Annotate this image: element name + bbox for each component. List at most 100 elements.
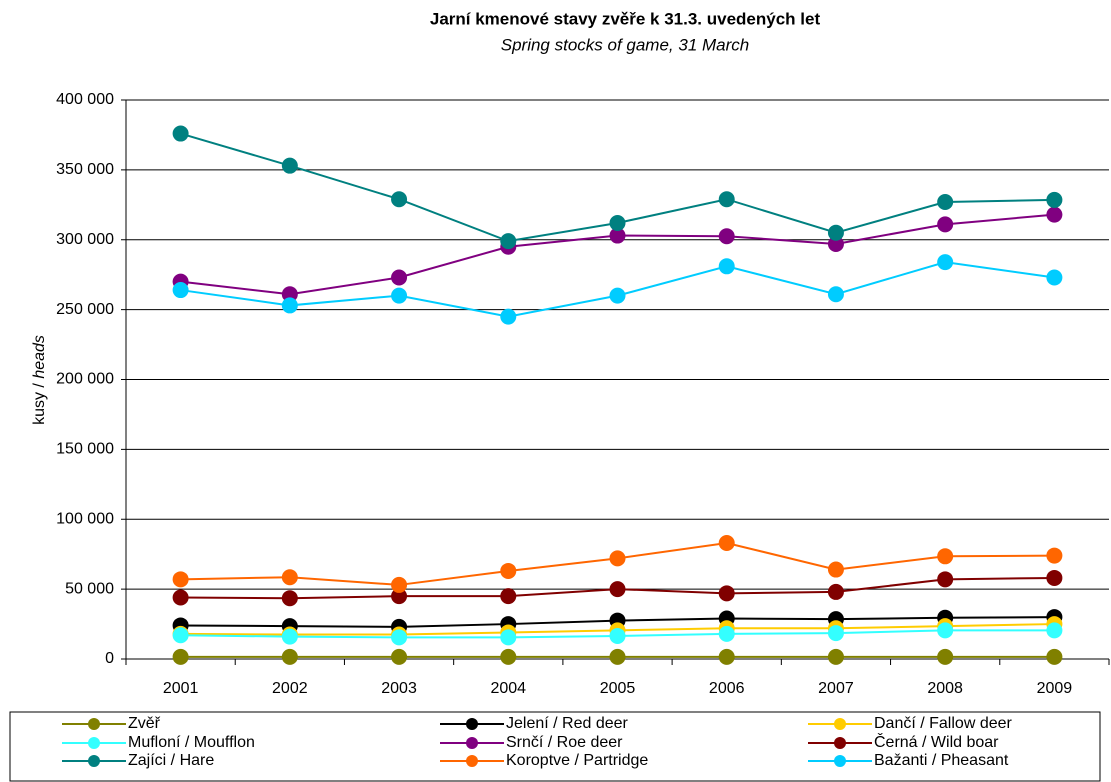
data-point — [827, 235, 844, 252]
data-point — [391, 648, 408, 665]
data-point — [827, 561, 844, 578]
data-point — [172, 282, 189, 299]
data-point — [609, 287, 626, 304]
data-point — [718, 258, 735, 275]
data-point — [172, 648, 189, 665]
x-tick-label: 2003 — [381, 680, 417, 697]
legend-label: Dančí / Fallow deer — [874, 715, 1013, 732]
data-point — [609, 227, 626, 244]
y-tick-label: 200 000 — [56, 371, 114, 388]
data-point — [1046, 269, 1063, 286]
data-point — [391, 576, 408, 593]
data-point — [937, 622, 954, 639]
x-tick-label: 2007 — [818, 680, 854, 697]
data-point — [609, 214, 626, 231]
data-point — [500, 629, 517, 646]
legend-label: Zvěř — [128, 715, 161, 732]
data-point — [827, 286, 844, 303]
y-axis-label-part: kusy / — [31, 383, 48, 425]
legend-label: Jelení / Red deer — [506, 715, 629, 732]
x-tick-label: 2006 — [709, 680, 745, 697]
data-point — [718, 625, 735, 642]
y-tick-label: 400 000 — [56, 91, 114, 108]
y-axis-label: kusy / heads — [31, 335, 48, 425]
y-tick-label: 350 000 — [56, 161, 114, 178]
data-point — [827, 648, 844, 665]
data-point — [1046, 206, 1063, 223]
data-point — [500, 233, 517, 250]
data-point — [718, 535, 735, 552]
y-tick-label: 150 000 — [56, 441, 114, 458]
data-point — [391, 269, 408, 286]
legend-marker — [466, 755, 478, 767]
data-point — [609, 581, 626, 598]
chart-title: Jarní kmenové stavy zvěře k 31.3. uveden… — [430, 9, 821, 28]
data-point — [718, 191, 735, 208]
legend-marker — [834, 755, 846, 767]
y-tick-label: 250 000 — [56, 301, 114, 318]
data-point — [500, 648, 517, 665]
legend-marker — [88, 718, 100, 730]
x-tick-label: 2008 — [927, 680, 963, 697]
data-point — [391, 629, 408, 646]
data-point — [937, 194, 954, 211]
legend-label: Bažanti / Pheasant — [874, 752, 1009, 769]
data-point — [500, 308, 517, 325]
legend-label: Mufloní / Moufflon — [128, 734, 255, 751]
data-point — [937, 648, 954, 665]
data-point — [937, 254, 954, 271]
data-point — [172, 589, 189, 606]
legend-marker — [88, 737, 100, 749]
x-tick-label: 2002 — [272, 680, 308, 697]
chart-subtitle: Spring stocks of game, 31 March — [501, 35, 750, 54]
legend-label: Srnčí / Roe deer — [506, 734, 623, 751]
legend-label: Koroptve / Partridge — [506, 752, 648, 769]
data-point — [718, 585, 735, 602]
data-point — [1046, 622, 1063, 639]
legend-marker — [466, 718, 478, 730]
data-point — [281, 297, 298, 314]
data-point — [172, 627, 189, 644]
data-point — [281, 628, 298, 645]
legend-marker — [834, 737, 846, 749]
y-axis-label-part: heads — [31, 335, 48, 379]
legend-label: Černá / Wild boar — [874, 732, 999, 751]
x-tick-label: 2001 — [163, 680, 199, 697]
data-point — [172, 571, 189, 588]
data-point — [281, 157, 298, 174]
data-point — [937, 548, 954, 565]
y-tick-label: 50 000 — [65, 580, 114, 597]
x-tick-label: 2005 — [600, 680, 636, 697]
data-point — [281, 569, 298, 586]
data-point — [827, 583, 844, 600]
y-tick-label: 300 000 — [56, 231, 114, 248]
data-point — [718, 648, 735, 665]
x-tick-label: 2009 — [1037, 680, 1073, 697]
legend-box — [9, 711, 1101, 782]
data-point — [281, 590, 298, 607]
data-point — [609, 550, 626, 567]
y-tick-label: 100 000 — [56, 510, 114, 527]
data-point — [937, 216, 954, 233]
data-point — [500, 562, 517, 579]
data-point — [827, 224, 844, 241]
y-tick-label: 0 — [105, 650, 114, 667]
legend-marker — [88, 755, 100, 767]
data-point — [827, 625, 844, 642]
data-point — [718, 228, 735, 245]
data-point — [609, 627, 626, 644]
data-point — [937, 571, 954, 588]
data-point — [391, 191, 408, 208]
data-point — [500, 588, 517, 605]
data-point — [1046, 191, 1063, 208]
x-tick-label: 2004 — [490, 680, 526, 697]
legend-label: Zajíci / Hare — [128, 752, 214, 769]
data-point — [609, 648, 626, 665]
legend-marker — [834, 718, 846, 730]
data-point — [1046, 569, 1063, 586]
data-point — [172, 125, 189, 142]
legend-marker — [466, 737, 478, 749]
data-point — [1046, 648, 1063, 665]
data-point — [281, 286, 298, 303]
data-point — [391, 588, 408, 605]
